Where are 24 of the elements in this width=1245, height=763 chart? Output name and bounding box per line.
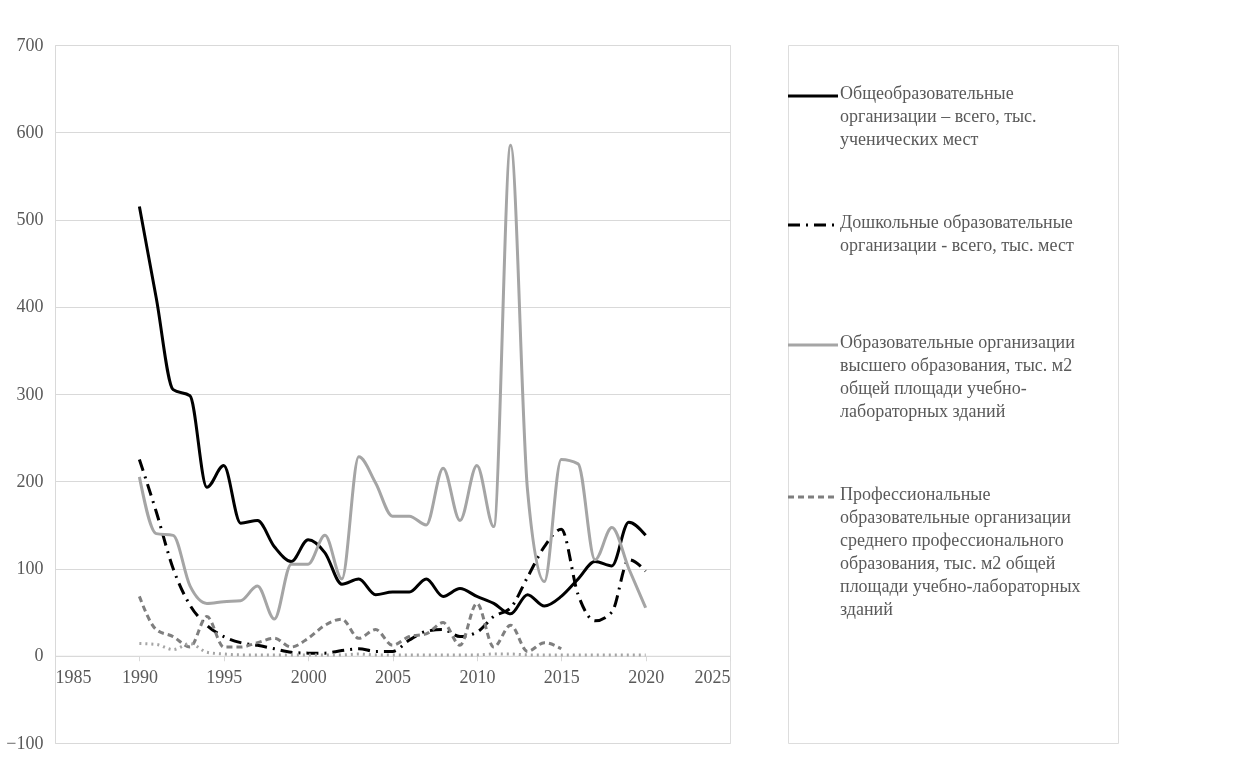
x-tick-label: 2015 bbox=[543, 667, 580, 688]
y-tick-label: 100 bbox=[16, 558, 44, 578]
x-tick-label: 1985 bbox=[55, 667, 92, 688]
legend-label: Профессиональные образовательные организации среднего профессионального образования, тыс. м2 общей площади учебно-лабораторных зданий bbox=[840, 484, 1081, 619]
y-tick-label: 200 bbox=[16, 470, 44, 491]
x-tick-label: 2010 bbox=[459, 667, 496, 688]
y-tick-label: 400 bbox=[16, 296, 44, 317]
y-tick-label: 500 bbox=[16, 209, 44, 229]
line-series bbox=[137, 594, 563, 653]
x-tick-label: 2020 bbox=[628, 667, 665, 688]
x-tick-label: 2000 bbox=[290, 667, 327, 688]
x-tick-label: 2005 bbox=[375, 667, 411, 688]
legend-label: Дошкольные образовательные организации - всего, тыс. мест bbox=[840, 212, 1074, 255]
x-tick-label: 2025 bbox=[694, 667, 731, 688]
line-series bbox=[137, 642, 648, 657]
y-tick-label: 700 bbox=[16, 34, 44, 55]
x-tick-label: 1995 bbox=[206, 667, 243, 688]
legend-label: Общеобразовательные организации – всего, тыс. ученических мест bbox=[840, 83, 1037, 149]
y-tick-label: −100 bbox=[6, 732, 44, 753]
legend-label: Образовательные организации высшего образования, тыс. м2 общей площади учебно-лабораторных зданий bbox=[840, 332, 1076, 421]
y-tick-label: 300 bbox=[16, 383, 44, 404]
y-tick-label: 0 bbox=[34, 645, 44, 666]
y-tick-label: 600 bbox=[16, 121, 44, 142]
x-tick-label: 1990 bbox=[121, 667, 158, 688]
